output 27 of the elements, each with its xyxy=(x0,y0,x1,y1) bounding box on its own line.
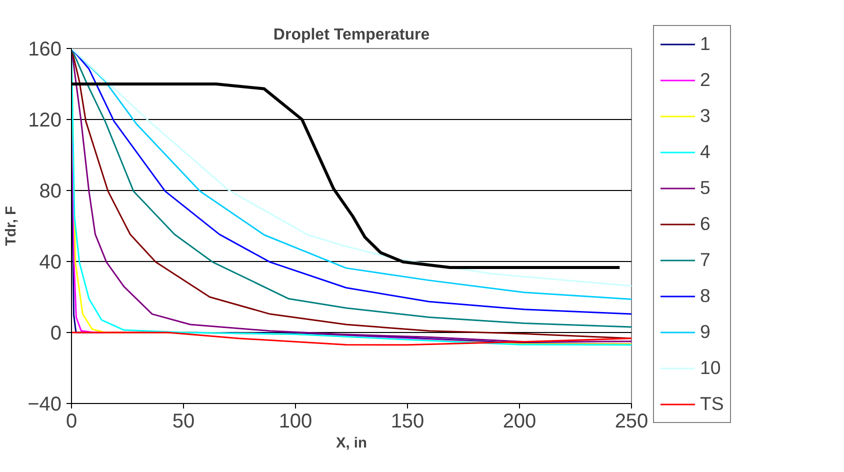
y-axis-title: Tdr, F xyxy=(4,206,20,246)
legend-label: 8 xyxy=(700,284,712,308)
legend-label: 7 xyxy=(700,248,712,272)
y-tick-label: 120 xyxy=(28,110,62,132)
legend-label: 9 xyxy=(700,320,712,344)
x-axis-title: X, in xyxy=(336,436,368,452)
legend-label: 3 xyxy=(700,104,712,128)
legend-label: 2 xyxy=(700,68,712,92)
x-tick-label: 200 xyxy=(502,410,536,432)
line-series xyxy=(72,332,632,346)
y-tick-label: 40 xyxy=(39,252,62,274)
legend-label: 5 xyxy=(700,176,712,200)
y-tick-label: 160 xyxy=(28,38,62,60)
x-tick-label: 0 xyxy=(66,410,78,432)
y-tick-label: −40 xyxy=(28,394,62,416)
x-tick-label: 50 xyxy=(172,410,195,432)
y-tick-label: 0 xyxy=(50,322,62,344)
x-tick-label: 100 xyxy=(278,410,312,432)
x-tick-label: 150 xyxy=(390,410,424,432)
x-tick-label: 250 xyxy=(614,410,648,432)
legend-label: 6 xyxy=(700,212,712,236)
y-tick-label: 80 xyxy=(39,180,62,202)
legend-label: 4 xyxy=(700,140,712,164)
legend-label: 1 xyxy=(700,32,712,56)
legend-label: TS xyxy=(700,392,724,416)
chart-title: Droplet Temperature xyxy=(273,26,430,44)
legend-label: 10 xyxy=(700,356,721,380)
